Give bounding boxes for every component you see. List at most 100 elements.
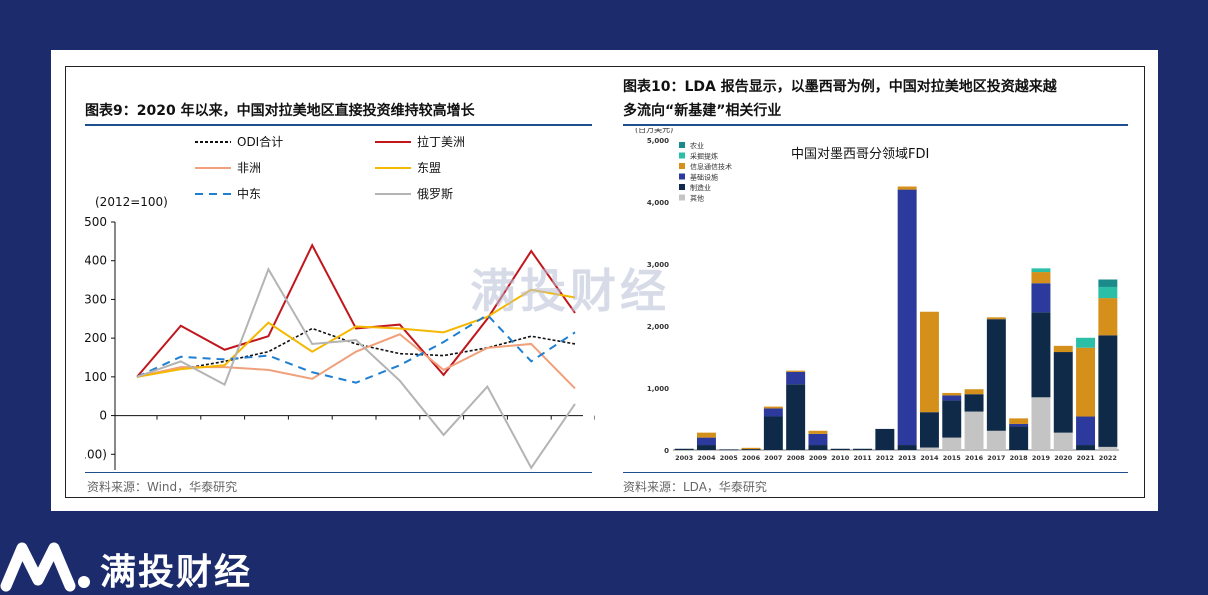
- left-y-tick-label: 200: [85, 331, 107, 345]
- right-x-tick-label: 2017: [987, 454, 1005, 462]
- bar-segment-1: [830, 448, 850, 450]
- right-x-tick-label: 2009: [809, 454, 828, 462]
- bar-segment-3: [786, 370, 806, 372]
- line-series-5: [136, 266, 576, 470]
- right-y-tick-label: 1,000: [647, 385, 669, 393]
- bar-segment-0: [919, 447, 939, 450]
- bar-segment-1: [1098, 335, 1118, 447]
- bar-segment-1: [1053, 352, 1073, 433]
- bar-legend-swatch: [679, 173, 685, 180]
- bar-segment-3: [1031, 272, 1051, 284]
- bar-segment-2: [1009, 423, 1029, 427]
- footer-brand: 满投财经: [100, 552, 253, 593]
- bar-segment-1: [875, 428, 895, 450]
- right-chart-title-line2: 多流向“新基建”相关行业: [623, 103, 782, 119]
- bar-segment-2: [942, 395, 962, 401]
- right-chart-title-line1: 图表10：LDA 报告显示，以墨西哥为例，中国对拉美地区投资越来越: [623, 79, 1057, 95]
- bar-segment-1: [696, 445, 716, 450]
- bar-segment-3: [763, 406, 783, 409]
- bar-legend-swatch: [679, 142, 685, 148]
- right-source-rule: [623, 472, 1128, 473]
- right-y-tick-label: 2,000: [647, 323, 669, 331]
- legend-label: 拉丁美洲: [417, 134, 465, 149]
- bar-segment-2: [1031, 283, 1051, 313]
- line-series-1: [136, 243, 576, 378]
- right-x-tick-label: 2013: [898, 454, 916, 462]
- bar-segment-2: [763, 408, 783, 417]
- bar-legend-label: 信息通信技术: [690, 162, 732, 171]
- bar-legend-swatch: [679, 163, 685, 169]
- bar-legend-label: 其他: [690, 194, 704, 203]
- right-x-tick-label: 2003: [675, 454, 693, 462]
- bar-legend-label: 采掘提炼: [690, 152, 718, 161]
- bar-segment-3: [964, 389, 984, 395]
- bar-legend-label: 农业: [690, 141, 704, 150]
- right-unit-label: (百万美元): [635, 128, 673, 134]
- right-x-tick-label: 2010: [831, 454, 850, 462]
- legend-label: ODI合计: [237, 134, 283, 149]
- right-x-tick-label: 2008: [787, 454, 806, 462]
- bar-segment-1: [964, 394, 984, 412]
- bar-segment-0: [1098, 446, 1118, 450]
- stacked-bar-chart: (百万美元) 0 1,000 2,000 3,000 4,000 5,000 2003 2004…: [635, 128, 1119, 462]
- bar-legend-swatch: [679, 194, 685, 201]
- right-x-tick-label: 2019: [1032, 454, 1051, 462]
- legend-label: 中东: [237, 186, 261, 201]
- bar-segment-1: [741, 449, 761, 450]
- bar-segment-3: [986, 317, 1006, 320]
- right-x-tick-label: 2015: [943, 454, 962, 462]
- bar-segment-4: [1076, 337, 1096, 348]
- report-panel: 图表9：2020 年以来，中国对拉美地区直接投资维持较高增长 图表10：LDA …: [51, 50, 1158, 511]
- left-y-tick-label: 0: [99, 409, 107, 423]
- bar-segment-3: [696, 432, 716, 438]
- line-chart: (2012=100)(200)(100)01002003004005002012…: [85, 134, 595, 470]
- line-series-4: [136, 313, 576, 384]
- left-source-rule: [85, 472, 592, 473]
- legend-label: 东盟: [417, 161, 441, 175]
- right-y-tick-label: 0: [664, 447, 669, 455]
- right-x-tick-label: 2016: [965, 454, 984, 462]
- bar-segment-5: [1098, 279, 1118, 287]
- right-x-tick-label: 2004: [697, 454, 716, 462]
- bar-legend-swatch: [679, 184, 685, 190]
- right-y-tick-label: 4,000: [647, 199, 669, 207]
- left-y-tick-label: 400: [85, 254, 107, 268]
- right-x-tick-label: 2021: [1077, 454, 1096, 462]
- bar-segment-1: [919, 412, 939, 448]
- watermark-text: 满投财经: [470, 264, 670, 318]
- right-x-tick-label: 2005: [720, 454, 739, 462]
- bar-segment-1: [853, 448, 873, 450]
- line-series-3: [136, 288, 576, 378]
- right-source: 资料来源：LDA，华泰研究: [623, 480, 767, 494]
- right-y-tick-label: 5,000: [647, 137, 669, 145]
- bar-segment-1: [763, 416, 783, 450]
- bar-segment-2: [808, 433, 828, 446]
- bar-segment-3: [919, 311, 939, 413]
- bar-segment-1: [1009, 426, 1029, 450]
- bar-segment-0: [1053, 432, 1073, 450]
- left-chart-title: 图表9：2020 年以来，中国对拉美地区直接投资维持较高增长: [85, 103, 475, 119]
- bar-legend-label: 制造业: [690, 183, 711, 192]
- bar-segment-3: [741, 447, 761, 450]
- bar-segment-0: [942, 437, 962, 450]
- bar-segment-0: [964, 411, 984, 450]
- bar-segment-3: [1009, 418, 1029, 424]
- bar-segment-3: [1098, 298, 1118, 336]
- bar-segment-3: [808, 430, 828, 434]
- bar-segment-3: [942, 392, 962, 396]
- right-x-tick-label: 2014: [920, 454, 939, 462]
- bar-segment-1: [674, 448, 694, 450]
- right-x-tick-label: 2020: [1054, 454, 1073, 462]
- bar-legend-label: 基础设施: [690, 173, 718, 182]
- right-x-tick-label: 2006: [742, 454, 761, 462]
- bar-segment-2: [897, 189, 917, 446]
- bar-segment-1: [1076, 445, 1096, 450]
- bar-segment-0: [1031, 397, 1051, 450]
- right-title-rule: [623, 124, 1128, 126]
- bar-segment-3: [1076, 347, 1096, 417]
- bar-legend-swatch: [679, 152, 685, 159]
- legend-label: 非洲: [237, 161, 261, 175]
- brand-logo-icon: [0, 542, 90, 592]
- bar-segment-1: [897, 445, 917, 450]
- bar-segment-2: [696, 437, 716, 446]
